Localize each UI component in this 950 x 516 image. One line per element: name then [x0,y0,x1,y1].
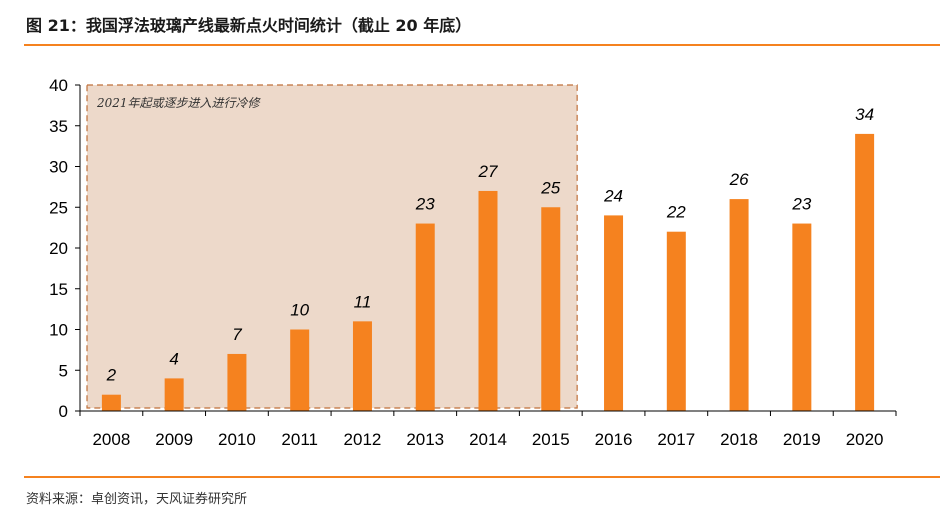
x-tick-label: 2009 [155,430,193,449]
data-label-2018: 26 [729,170,749,189]
data-label-2012: 11 [354,292,372,311]
bar-2020 [855,133,875,411]
bar-2008 [101,394,121,411]
y-tick-label: 20 [49,239,68,258]
cold-repair-annotation: 2021年起或逐步进入进行冷修 [96,96,262,110]
bar-2009 [164,378,184,411]
bar-2018 [729,199,749,411]
x-tick-label: 2013 [406,430,444,449]
bar-2010 [227,353,247,411]
y-tick-label: 25 [49,198,68,217]
cold-repair-shaded-region [86,84,578,409]
data-label-2011: 10 [290,301,309,320]
bar-2016 [604,215,624,411]
x-tick-label: 2016 [595,430,633,449]
bar-2017 [666,231,686,411]
x-tick-label: 2019 [783,430,821,449]
x-tick-label: 2020 [846,430,884,449]
bar-2013 [415,223,435,411]
y-tick-label: 35 [49,117,68,136]
data-label-2015: 25 [540,178,560,197]
data-label-2019: 23 [791,195,811,214]
y-tick-label: 5 [59,361,68,380]
source-rule [24,476,940,478]
y-tick-label: 10 [49,321,68,340]
bar-2015 [541,207,561,411]
data-label-2008: 2 [106,366,117,385]
x-tick-label: 2010 [218,430,256,449]
y-tick-label: 30 [49,158,68,177]
title-rule [24,44,940,46]
figure-title: 图 21：我国浮法玻璃产线最新点火时间统计（截止 20 年底） [26,16,472,35]
y-tick-label: 40 [49,76,68,95]
bar-2014 [478,190,498,411]
bar-2011 [290,329,310,411]
source-note: 资料来源：卓创资讯，天风证券研究所 [26,492,248,507]
y-tick-label: 0 [59,402,68,421]
bar-chart: 2021年起或逐步进入进行冷修 0 5 10 15 20 25 30 35 40 2008 2009… [49,76,897,449]
x-tick-label: 2008 [92,430,130,449]
data-label-2010: 7 [232,325,242,344]
x-tick-label: 2018 [720,430,758,449]
y-tick-label: 15 [49,280,68,299]
x-tick-label: 2011 [281,430,318,449]
data-label-2014: 27 [478,162,498,181]
x-tick-label: 2017 [657,430,695,449]
data-label-2020: 34 [855,105,874,124]
data-label-2016: 24 [603,186,623,205]
data-label-2009: 4 [169,349,178,368]
bar-2019 [792,223,812,411]
x-tick-label: 2012 [344,430,382,449]
x-tick-label: 2014 [469,430,507,449]
data-label-2017: 22 [666,203,686,222]
bar-2012 [352,321,372,411]
x-tick-label: 2015 [532,430,570,449]
data-label-2013: 23 [415,195,435,214]
